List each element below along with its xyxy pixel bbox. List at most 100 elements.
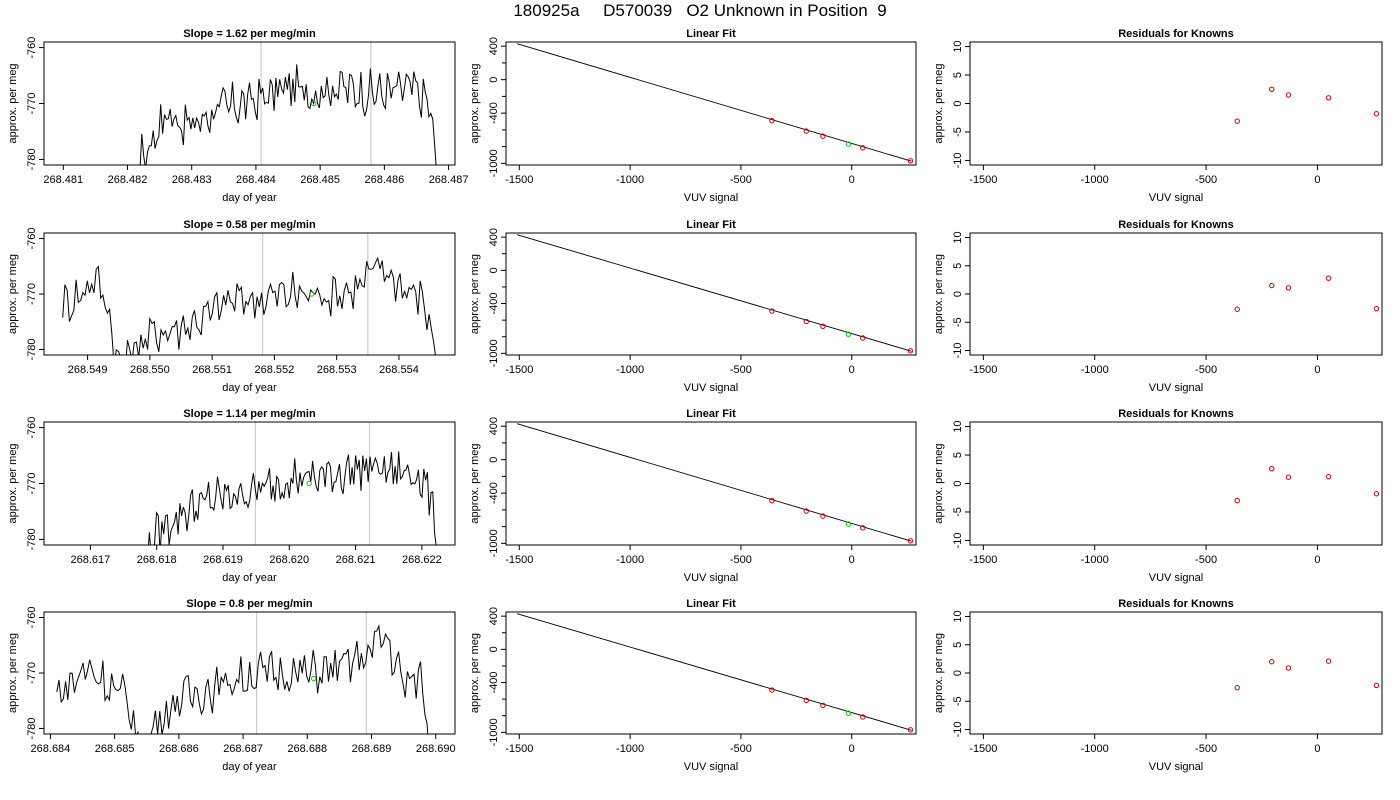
x-tick-label: -500 xyxy=(730,743,752,755)
residual-point xyxy=(1269,465,1275,472)
unknown-point xyxy=(845,710,852,716)
y-tick-label: -1000 xyxy=(488,149,500,177)
plot-frame xyxy=(505,232,917,356)
plot-frame xyxy=(969,611,1383,735)
unknown-point xyxy=(845,141,852,147)
x-axis-label: VUV signal xyxy=(684,382,738,394)
x-tick-label: -500 xyxy=(1195,554,1217,566)
residual-point xyxy=(1373,682,1380,689)
y-tick-label: 0 xyxy=(488,77,500,83)
y-tick-label: -400 xyxy=(488,102,500,124)
y-tick-label: 0 xyxy=(952,291,964,297)
plot-data-layer xyxy=(516,43,914,164)
x-tick-label: 268.688 xyxy=(287,743,327,755)
known-point xyxy=(860,714,866,720)
y-tick-label: 10 xyxy=(952,40,964,52)
x-tick-label: -1000 xyxy=(1081,174,1109,186)
y-axis-label: approx. per meg xyxy=(469,254,481,334)
panel-linear-fit-row-2: Linear Fit -1500 -1000 -500 0 VUV signal 400 0 -… xyxy=(469,219,917,394)
y-tick-label: -1000 xyxy=(488,718,500,746)
x-tick-label: -500 xyxy=(730,364,752,376)
x-tick-label: -1000 xyxy=(616,554,644,566)
y-tick-label: -770 xyxy=(26,92,38,114)
x-tick-label: 268.483 xyxy=(172,174,212,186)
y-axis-label: approx. per meg xyxy=(469,633,481,713)
x-tick-label: 0 xyxy=(849,174,855,186)
y-axis-label: approx. per meg xyxy=(7,254,19,334)
y-tick-label: -1000 xyxy=(488,529,500,557)
y-tick-label: -770 xyxy=(26,662,38,684)
residual-point xyxy=(1285,285,1292,291)
known-point xyxy=(769,117,775,124)
x-tick-label: 268.553 xyxy=(317,364,357,376)
plot-frame xyxy=(969,421,1383,546)
x-tick-label: 268.619 xyxy=(203,554,243,566)
known-point xyxy=(860,145,866,151)
y-tick-label: -760 xyxy=(26,37,38,59)
panel-residuals-row-2: Residuals for Knowns -1500 -1000 -500 0 VUV s… xyxy=(933,219,1383,394)
known-point xyxy=(907,727,914,733)
panel-linear-fit-row-4: Linear Fit -1500 -1000 -500 0 VUV signal 400 0 -… xyxy=(469,598,917,773)
known-point xyxy=(907,158,914,164)
x-tick-label: 268.550 xyxy=(130,364,170,376)
fit-line xyxy=(516,423,912,542)
y-tick-label: -10 xyxy=(952,152,964,168)
x-tick-label: -1500 xyxy=(969,743,997,755)
y-tick-label: 10 xyxy=(952,231,964,243)
plot-frame xyxy=(43,421,456,546)
plot-frame xyxy=(43,232,456,356)
x-tick-label: -1000 xyxy=(1081,364,1109,376)
x-tick-label: -1000 xyxy=(1081,743,1109,755)
fit-line xyxy=(516,613,912,731)
x-tick-label: 0 xyxy=(1314,743,1320,755)
x-tick-label: -500 xyxy=(1195,364,1217,376)
x-axis-label: VUV signal xyxy=(1149,192,1203,204)
x-tick-label: -1500 xyxy=(969,174,997,186)
x-tick-label: -1000 xyxy=(616,174,644,186)
y-tick-label: -780 xyxy=(26,338,38,360)
residual-point xyxy=(1325,275,1332,281)
plot-frame xyxy=(505,41,917,166)
y-axis-label: approx. per meg xyxy=(933,633,945,713)
x-tick-label: 268.689 xyxy=(352,743,392,755)
x-tick-label: -1500 xyxy=(505,554,533,566)
x-tick-label: 0 xyxy=(849,743,855,755)
known-point xyxy=(907,348,914,354)
x-tick-label: 268.686 xyxy=(159,743,199,755)
residual-point xyxy=(1325,658,1332,664)
y-tick-label: -5 xyxy=(952,317,964,327)
y-tick-label: 10 xyxy=(952,610,964,622)
y-tick-label: -780 xyxy=(26,148,38,170)
known-point xyxy=(803,318,809,325)
plot-data-layer xyxy=(1234,465,1380,504)
x-tick-label: -1000 xyxy=(616,364,644,376)
known-point xyxy=(860,525,866,531)
panel-time-series-row-4: Slope = 0.8 per meg/min 268.684 268.685 268… xyxy=(7,598,456,773)
known-point xyxy=(907,538,914,544)
plot-data-layer xyxy=(1234,275,1380,312)
x-tick-label: 268.487 xyxy=(429,174,469,186)
plot-frame xyxy=(43,611,456,735)
y-tick-label: 5 xyxy=(952,263,964,269)
y-tick-label: 5 xyxy=(952,452,964,458)
y-tick-label: -400 xyxy=(488,482,500,504)
x-tick-label: 268.620 xyxy=(269,554,309,566)
panel-title: Linear Fit xyxy=(686,408,736,420)
x-axis-label: VUV signal xyxy=(1149,382,1203,394)
x-axis-label: VUV signal xyxy=(1149,761,1203,773)
residual-point xyxy=(1269,282,1275,289)
x-axis-label: day of year xyxy=(222,572,277,584)
y-axis-label: approx. per meg xyxy=(469,63,481,143)
y-tick-label: 10 xyxy=(952,420,964,432)
plot-frame xyxy=(969,41,1383,166)
x-tick-label: 0 xyxy=(849,554,855,566)
y-axis-label: approx. per meg xyxy=(7,633,19,713)
y-axis-label: approx. per meg xyxy=(7,63,19,143)
x-axis-label: VUV signal xyxy=(684,761,738,773)
plot-frame xyxy=(505,421,917,546)
x-tick-label: -1500 xyxy=(969,554,997,566)
panel-time-series-row-3: Slope = 1.14 per meg/min 268.617 268.618 26… xyxy=(7,408,456,584)
x-tick-label: 268.481 xyxy=(43,174,83,186)
y-tick-label: -400 xyxy=(488,672,500,694)
